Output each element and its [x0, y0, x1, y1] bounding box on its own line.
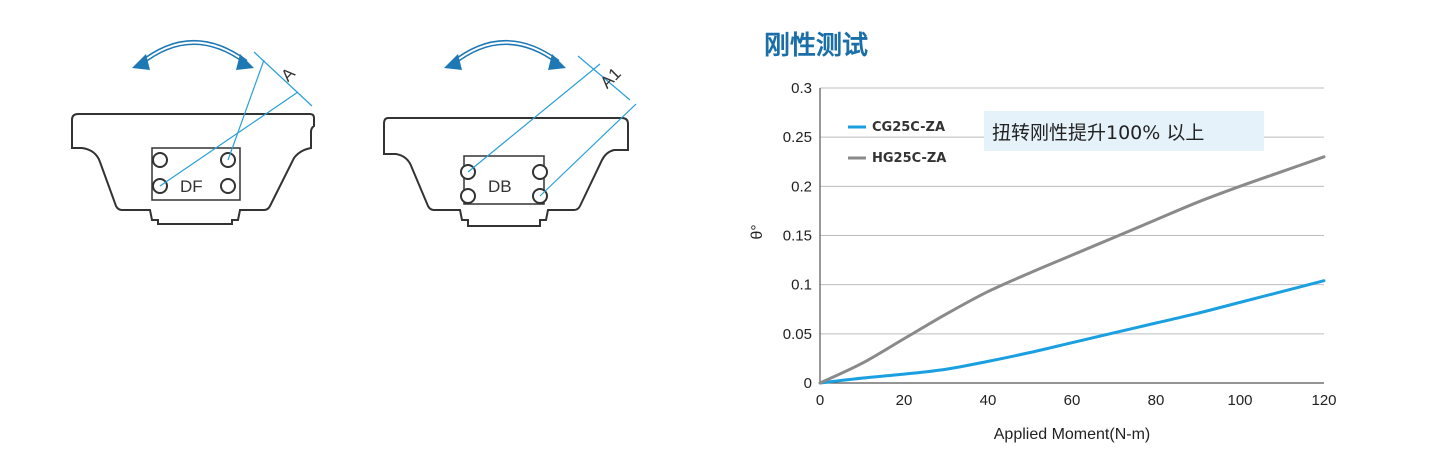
y-tick-label: 0 [804, 375, 812, 392]
db-label: DB [488, 177, 512, 196]
y-axis-label: θ° [749, 224, 766, 239]
df-ball [220, 178, 236, 194]
chart-legend: CG25C-ZA HG25C-ZA [848, 120, 946, 166]
chart-series [818, 155, 1326, 385]
df-block: DF A [71, 40, 315, 225]
db-arrowhead-right [548, 54, 566, 70]
series-line-hg25c-za [818, 155, 1326, 385]
df-block-outline [71, 113, 315, 225]
df-arrowhead-right [236, 54, 254, 70]
y-tick-label: 0.15 [783, 228, 812, 245]
x-axis-label: Applied Moment(N-m) [994, 426, 1150, 443]
df-ball [152, 152, 168, 168]
db-block-outline [383, 117, 629, 227]
db-inner-channel [463, 155, 545, 205]
df-dimension-line [253, 51, 313, 107]
x-tick-label: 100 [1227, 392, 1252, 409]
chart-title: 刚性测试 [764, 31, 868, 61]
df-contact-line [159, 91, 299, 187]
df-rotation-arrow-inner [139, 41, 247, 65]
legend-label-hg25c-za: HG25C-ZA [872, 151, 946, 166]
x-tick-label: 60 [1064, 392, 1081, 409]
df-inner-channel [151, 147, 241, 201]
db-ball [532, 164, 548, 180]
y-tick-label: 0.05 [783, 326, 812, 343]
x-tick-label: 120 [1311, 392, 1336, 409]
stiffness-callout: 扭转刚性提升100% 以上 [984, 111, 1264, 151]
db-contact-line [467, 63, 601, 173]
df-contact-line [227, 59, 265, 161]
db-arrowhead-left [444, 54, 462, 70]
series-line-cg25c-za [818, 279, 1326, 385]
x-tick-labels: 0 20 40 60 80 100 120 [816, 392, 1337, 409]
db-rotation-arrow-inner [451, 41, 559, 65]
y-tick-label: 0.1 [791, 277, 812, 294]
df-arrowhead-left [132, 54, 150, 70]
x-tick-label: 0 [816, 392, 824, 409]
stiffness-diagram: DF A DB A1 [71, 40, 637, 227]
y-tick-labels: 0 0.05 0.1 0.15 0.2 0.25 0.3 [783, 80, 812, 392]
db-ball [460, 188, 476, 204]
x-tick-label: 20 [896, 392, 913, 409]
chart-axes [819, 88, 1324, 384]
y-tick-label: 0.3 [791, 80, 812, 97]
x-tick-label: 80 [1148, 392, 1165, 409]
legend-label-cg25c-za: CG25C-ZA [872, 120, 945, 135]
db-block: DB A1 [383, 40, 637, 227]
y-tick-label: 0.25 [783, 129, 812, 146]
callout-box [984, 111, 1264, 151]
y-tick-label: 0.2 [791, 178, 812, 195]
callout-text: 扭转刚性提升100% 以上 [992, 122, 1204, 144]
db-dimension-line [577, 55, 631, 101]
x-tick-label: 40 [980, 392, 997, 409]
df-label: DF [180, 177, 203, 196]
db-contact-line [539, 103, 637, 197]
